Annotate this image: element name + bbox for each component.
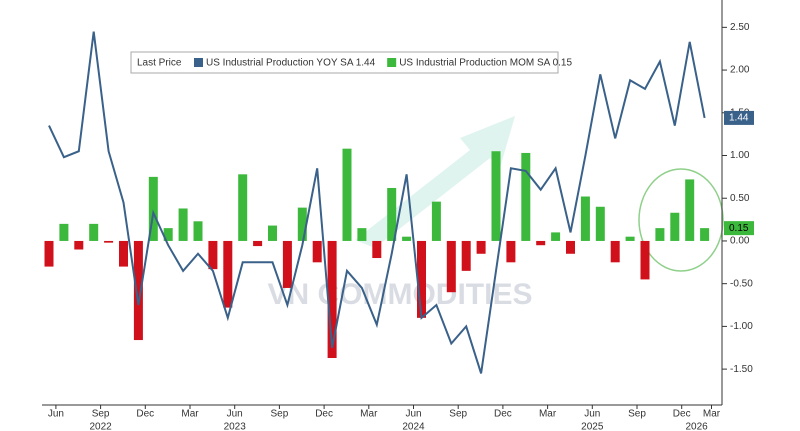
- legend-title: Last Price: [137, 58, 182, 69]
- x-tick-label: Mar: [360, 409, 378, 420]
- y-tick-label: -0.50: [730, 278, 753, 289]
- bar: [104, 240, 114, 243]
- bar: [625, 236, 635, 241]
- bar: [133, 240, 143, 341]
- bar: [148, 176, 158, 241]
- legend-label: US Industrial Production MOM SA 0.15: [399, 58, 572, 69]
- bar: [342, 148, 352, 241]
- year-label: 2024: [402, 422, 425, 431]
- bar: [327, 240, 337, 359]
- bar: [59, 223, 69, 241]
- x-tick-label: Dec: [494, 409, 512, 420]
- bar: [268, 225, 277, 241]
- bar: [193, 221, 203, 241]
- bar: [44, 240, 54, 267]
- bar: [178, 208, 188, 241]
- last-value-tag: [724, 110, 754, 125]
- last-value-label: 1.44: [729, 113, 749, 124]
- y-tick-label: 2.50: [730, 22, 750, 33]
- bar: [417, 240, 426, 318]
- y-tick-label: -1.00: [730, 321, 753, 332]
- x-tick-label: Jun: [405, 409, 421, 420]
- legend-label: US Industrial Production YOY SA 1.44: [206, 58, 376, 69]
- year-label: 2025: [581, 422, 604, 431]
- y-tick-label: 0.50: [730, 193, 750, 204]
- year-label: 2026: [685, 422, 708, 431]
- legend-swatch: [194, 58, 203, 67]
- x-tick-label: Sep: [449, 409, 467, 420]
- x-tick-label: Jun: [227, 409, 243, 420]
- bar: [238, 174, 248, 241]
- highlight-circle: [638, 168, 724, 272]
- bar: [476, 240, 486, 254]
- x-tick-label: Dec: [673, 409, 691, 420]
- bar: [223, 240, 233, 308]
- line: [48, 31, 706, 374]
- x-tick-label: Sep: [271, 409, 289, 420]
- bar: [446, 240, 456, 293]
- watermark: VN COMMODITIES: [267, 278, 532, 311]
- bar: [610, 240, 620, 263]
- bar: [119, 240, 128, 267]
- last-value-label: 0.15: [729, 223, 749, 234]
- x-tick-label: Mar: [703, 409, 721, 420]
- legend-swatch: [387, 58, 397, 67]
- bar: [372, 240, 382, 259]
- x-tick-label: Mar: [539, 409, 557, 420]
- year-label: 2022: [89, 422, 112, 431]
- x-tick-label: Sep: [628, 409, 646, 420]
- bar: [700, 228, 710, 241]
- bar: [74, 240, 84, 250]
- bar: [566, 240, 575, 254]
- bar: [580, 196, 590, 241]
- year-label: 2023: [224, 422, 247, 431]
- last-value-tag: [724, 221, 754, 236]
- bar: [402, 236, 412, 241]
- bar: [89, 223, 99, 241]
- bar: [640, 240, 650, 280]
- x-tick-label: Jun: [584, 409, 600, 420]
- bar: [551, 232, 561, 241]
- x-tick-label: Dec: [315, 409, 333, 420]
- bar: [357, 228, 367, 241]
- bar: [431, 201, 441, 241]
- y-tick-label: 2.00: [730, 65, 750, 76]
- bar: [670, 212, 680, 241]
- bar: [282, 240, 292, 288]
- x-tick-label: Jun: [48, 409, 64, 420]
- bar: [595, 206, 605, 241]
- x-tick-label: Mar: [181, 409, 199, 420]
- legend-box: [130, 51, 559, 74]
- bar: [163, 228, 173, 241]
- bar: [461, 240, 471, 271]
- bar: [536, 240, 546, 246]
- y-tick-label: -1.50: [730, 364, 753, 375]
- bar: [521, 152, 531, 241]
- bar: [387, 187, 397, 241]
- bar: [253, 240, 263, 247]
- bar: [655, 228, 665, 241]
- bar: [208, 240, 218, 270]
- y-tick-label: 0.00: [730, 236, 750, 247]
- bar: [297, 207, 307, 241]
- x-tick-label: Dec: [136, 409, 154, 420]
- x-tick-label: Sep: [92, 409, 110, 420]
- y-tick-label: 1.00: [730, 150, 750, 161]
- bar: [312, 240, 322, 263]
- bar: [685, 179, 695, 241]
- bar: [506, 240, 516, 263]
- bar: [491, 151, 501, 241]
